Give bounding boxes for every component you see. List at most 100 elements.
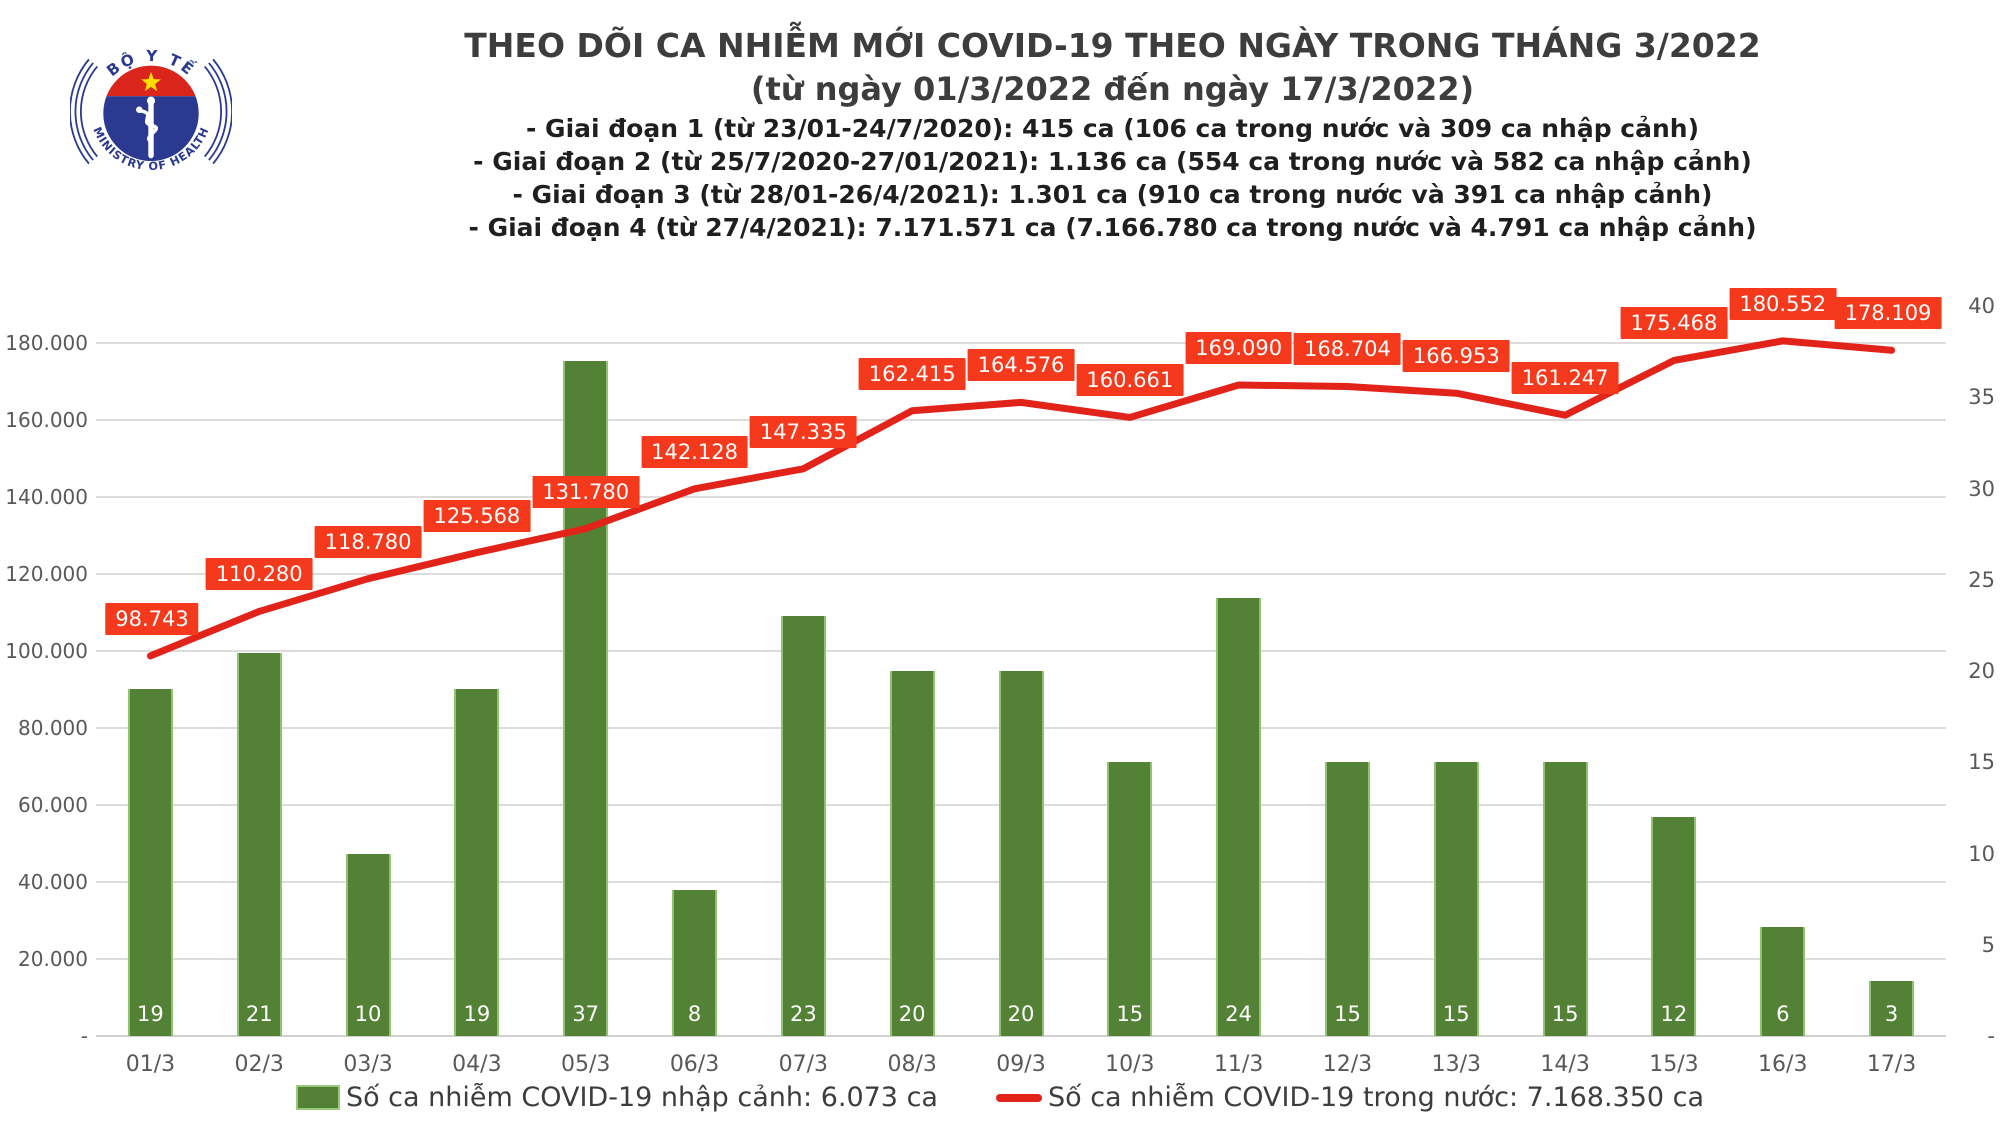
x-axis-label: 13/3 <box>1431 1052 1481 1077</box>
y-axis-left-tick-label: 20.000 <box>18 947 88 971</box>
bar <box>345 853 391 1036</box>
bar <box>1651 817 1697 1036</box>
line-value-label: 131.780 <box>532 475 640 508</box>
y-axis-right-tick-label: 40 <box>1968 294 1995 318</box>
y-axis-left-tick-label: - <box>80 1024 88 1048</box>
y-axis-right-tick-label: - <box>1987 1024 1995 1048</box>
ministry-of-health-logo: BỘ Y TẾ MINISTRY OF HEALTH <box>70 44 232 179</box>
bar <box>998 671 1044 1036</box>
line-value-label: 160.661 <box>1076 364 1184 397</box>
bar-value-label: 21 <box>245 1002 273 1026</box>
gridline <box>96 342 1946 344</box>
x-axis-label: 06/3 <box>669 1052 720 1077</box>
y-axis-left-tick-label: 160.000 <box>5 408 88 432</box>
stage-annotations: - Giai đoạn 1 (từ 23/01-24/7/2020): 415 … <box>235 112 1990 244</box>
y-axis-left-tick-label: 120.000 <box>5 562 88 586</box>
bar <box>1869 981 1915 1036</box>
bar-value-label: 6 <box>1776 1002 1790 1026</box>
line-value-label: 168.704 <box>1294 333 1401 366</box>
bar <box>1216 598 1262 1036</box>
bar <box>563 360 609 1036</box>
logo-star-icon <box>141 71 161 92</box>
x-axis-label: 01/3 <box>125 1052 176 1077</box>
x-axis-label: 08/3 <box>887 1052 937 1077</box>
bar <box>1760 926 1806 1036</box>
y-axis-left-tick-label: 180.000 <box>5 331 88 355</box>
x-axis-label: 16/3 <box>1758 1052 1808 1077</box>
bar <box>889 671 935 1036</box>
bar-value-label: 15 <box>1334 1002 1361 1026</box>
bar-value-label: 23 <box>789 1002 817 1026</box>
line-value-label: 180.552 <box>1729 287 1837 320</box>
legend: Số ca nhiễm COVID-19 nhập cảnh: 6.073 ca… <box>0 1082 2000 1113</box>
bar <box>1324 762 1370 1036</box>
x-axis-label: 09/3 <box>996 1052 1046 1077</box>
y-axis-left-tick-label: 80.000 <box>18 716 88 740</box>
bar <box>780 616 826 1036</box>
legend-label-domestic: Số ca nhiễm COVID-19 trong nước: 7.168.3… <box>1047 1082 1705 1113</box>
line-value-label: 161.247 <box>1511 362 1619 395</box>
line-value-label: 175.468 <box>1620 307 1728 340</box>
legend-bar-swatch-icon <box>295 1085 340 1110</box>
bar-value-label: 19 <box>137 1002 164 1026</box>
line-value-label: 142.128 <box>641 435 748 468</box>
bar-value-label: 20 <box>898 1002 926 1026</box>
bar-value-label: 10 <box>354 1002 382 1026</box>
x-axis-label: 04/3 <box>452 1052 502 1077</box>
line-value-label: 164.576 <box>967 349 1075 382</box>
x-axis-label: 05/3 <box>560 1052 611 1077</box>
x-axis-label: 17/3 <box>1866 1052 1917 1077</box>
bar-value-label: 8 <box>687 1002 702 1026</box>
x-axis-label: 07/3 <box>778 1052 829 1077</box>
y-axis-right-tick-label: 15 <box>1968 750 1995 775</box>
x-axis-line <box>96 1035 1946 1037</box>
gridline <box>96 496 1946 498</box>
bar-value-label: 3 <box>1884 1002 1899 1026</box>
bar-value-label: 15 <box>1551 1002 1579 1026</box>
y-axis-right-tick-label: 30 <box>1968 476 1995 501</box>
stage-4-note: - Giai đoạn 4 (từ 27/4/2021): 7.171.571 … <box>468 213 1757 242</box>
line-value-label: 169.090 <box>1185 332 1293 364</box>
bar <box>1107 762 1153 1036</box>
bar-value-label: 20 <box>1007 1002 1035 1026</box>
x-axis-label: 12/3 <box>1322 1052 1373 1077</box>
y-axis-left-tick-label: 140.000 <box>5 485 88 509</box>
line-value-label: 178.109 <box>1834 297 1942 330</box>
bar-value-label: 12 <box>1660 1002 1688 1026</box>
bar-value-label: 15 <box>1116 1002 1144 1026</box>
bar-value-label: 37 <box>572 1002 600 1026</box>
gridline <box>96 650 1946 652</box>
y-axis-left-tick-label: 60.000 <box>18 793 88 817</box>
legend-item-imported-cases: Số ca nhiễm COVID-19 nhập cảnh: 6.073 ca <box>295 1082 938 1113</box>
stage-2-note: - Giai đoạn 2 (từ 25/7/2020-27/01/2021):… <box>473 147 1752 176</box>
logo-snake-icon <box>137 108 158 144</box>
line-value-label: 118.780 <box>314 525 422 558</box>
line-path <box>146 337 1896 660</box>
bar <box>127 689 173 1036</box>
bar-value-label: 19 <box>463 1002 491 1026</box>
legend-item-domestic-cases: Số ca nhiễm COVID-19 trong nước: 7.168.3… <box>995 1082 1705 1113</box>
y-axis-right-tick-label: 25 <box>1968 567 1995 592</box>
logo-snake-head <box>136 106 143 113</box>
x-axis-label: 03/3 <box>343 1052 393 1077</box>
bar <box>454 689 500 1036</box>
legend-label-imported: Số ca nhiễm COVID-19 nhập cảnh: 6.073 ca <box>345 1082 938 1113</box>
line-value-label: 162.415 <box>858 357 966 390</box>
bar <box>1433 762 1479 1036</box>
chart-subtitle: (từ ngày 01/3/2022 đến ngày 17/3/2022) <box>750 70 1475 108</box>
bar-value-label: 15 <box>1442 1002 1470 1026</box>
y-axis-left-tick-label: 100.000 <box>5 639 88 663</box>
line-value-label: 110.280 <box>205 558 313 591</box>
line-value-label: 125.568 <box>423 499 531 532</box>
line-value-label: 98.743 <box>105 602 199 635</box>
legend-line-swatch-icon <box>995 1093 1042 1102</box>
y-axis-right-tick-label: 5 <box>1981 932 1995 957</box>
x-axis-label: 14/3 <box>1540 1052 1590 1077</box>
bar <box>672 890 718 1036</box>
y-axis-left-tick-label: 40.000 <box>18 870 88 894</box>
x-axis-label: 02/3 <box>234 1052 284 1077</box>
x-axis-label: 10/3 <box>1105 1052 1155 1077</box>
y-axis-right-tick-label: 20 <box>1968 659 1995 683</box>
